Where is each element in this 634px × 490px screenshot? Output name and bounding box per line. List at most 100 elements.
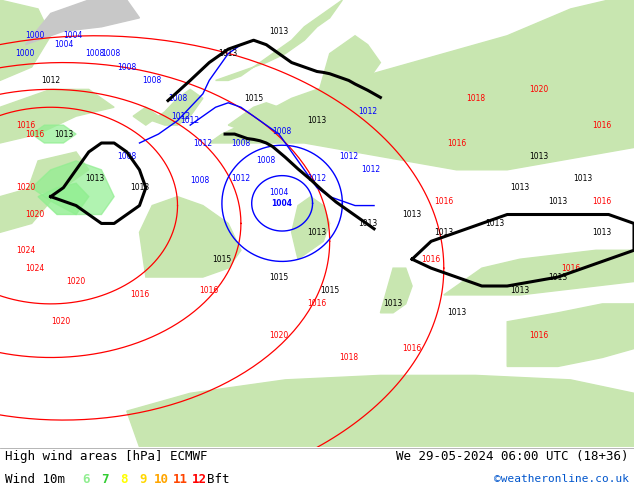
Text: 8: 8: [120, 473, 127, 486]
Text: 1013: 1013: [54, 129, 73, 139]
Text: 1015: 1015: [269, 272, 288, 282]
Text: 1016: 1016: [422, 255, 441, 264]
Text: 1013: 1013: [307, 116, 327, 125]
Text: Wind 10m: Wind 10m: [5, 473, 65, 486]
Text: 1013: 1013: [358, 219, 377, 228]
Text: 1013: 1013: [593, 228, 612, 237]
Text: 1008: 1008: [257, 156, 276, 166]
Polygon shape: [444, 250, 634, 295]
Text: 1008: 1008: [101, 49, 120, 58]
Text: 1013: 1013: [384, 299, 403, 308]
Text: 1018: 1018: [466, 94, 485, 103]
Text: 9: 9: [139, 473, 146, 486]
Text: 1008: 1008: [86, 49, 105, 58]
Text: 1020: 1020: [25, 210, 44, 219]
Text: 1013: 1013: [130, 183, 149, 192]
Polygon shape: [32, 161, 114, 215]
Text: Bft: Bft: [207, 473, 230, 486]
Polygon shape: [32, 125, 76, 143]
Text: 1024: 1024: [16, 246, 35, 255]
Text: 1013: 1013: [307, 228, 327, 237]
Text: 10: 10: [154, 473, 169, 486]
Text: 1012: 1012: [193, 139, 212, 147]
Text: 1012: 1012: [307, 174, 327, 183]
Text: 1016: 1016: [130, 291, 149, 299]
Text: 1008: 1008: [273, 127, 292, 136]
Text: 1012: 1012: [231, 174, 250, 183]
Text: 1024: 1024: [25, 264, 44, 272]
Text: 1016: 1016: [25, 129, 44, 139]
Polygon shape: [0, 0, 51, 80]
Text: 1013: 1013: [434, 228, 453, 237]
Text: 1012: 1012: [361, 165, 380, 174]
Polygon shape: [292, 196, 330, 259]
Text: 1020: 1020: [67, 277, 86, 286]
Text: 1004: 1004: [63, 31, 83, 40]
Text: 1000: 1000: [16, 49, 35, 58]
Text: 1016: 1016: [434, 196, 453, 206]
Text: 6: 6: [82, 473, 89, 486]
Text: 12: 12: [192, 473, 207, 486]
Text: 1016: 1016: [593, 196, 612, 206]
Text: 1020: 1020: [16, 183, 35, 192]
Polygon shape: [25, 0, 139, 45]
Polygon shape: [209, 0, 634, 170]
Text: 1016: 1016: [16, 121, 35, 130]
Text: ©weatheronline.co.uk: ©weatheronline.co.uk: [494, 474, 629, 484]
Text: 1016: 1016: [529, 331, 548, 340]
Text: 1013: 1013: [485, 219, 504, 228]
Text: 1008: 1008: [117, 152, 136, 161]
Polygon shape: [133, 107, 158, 125]
Text: 1013: 1013: [447, 308, 466, 318]
Text: 1012: 1012: [41, 76, 60, 85]
Polygon shape: [317, 36, 380, 98]
Polygon shape: [38, 183, 89, 215]
Text: 1013: 1013: [403, 210, 422, 219]
Text: 1018: 1018: [339, 353, 358, 362]
Polygon shape: [228, 103, 292, 129]
Text: 7: 7: [101, 473, 108, 486]
Text: 1012: 1012: [171, 112, 190, 121]
Polygon shape: [380, 268, 412, 313]
Text: 1020: 1020: [51, 317, 70, 326]
Text: 1012: 1012: [339, 152, 358, 161]
Text: 1004: 1004: [269, 188, 288, 196]
Text: 1015: 1015: [212, 255, 231, 264]
Polygon shape: [216, 0, 342, 80]
Text: 1012: 1012: [181, 116, 200, 125]
Text: 1008: 1008: [117, 63, 136, 72]
Text: 1013: 1013: [548, 196, 567, 206]
Text: 1013: 1013: [510, 183, 529, 192]
Polygon shape: [0, 89, 114, 143]
Polygon shape: [25, 152, 89, 196]
Text: 1020: 1020: [529, 85, 548, 94]
Polygon shape: [139, 196, 241, 277]
Polygon shape: [152, 89, 203, 125]
Text: 1013: 1013: [510, 286, 529, 295]
Text: 1013: 1013: [86, 174, 105, 183]
Text: 1016: 1016: [307, 299, 327, 308]
Text: We 29-05-2024 06:00 UTC (18+36): We 29-05-2024 06:00 UTC (18+36): [396, 450, 629, 464]
Text: High wind areas [hPa] ECMWF: High wind areas [hPa] ECMWF: [5, 450, 207, 464]
Text: 1008: 1008: [143, 76, 162, 85]
Text: 1008: 1008: [231, 139, 250, 147]
Text: 11: 11: [173, 473, 188, 486]
Text: 1004: 1004: [54, 40, 73, 49]
Text: 1016: 1016: [403, 344, 422, 353]
Text: 1008: 1008: [168, 94, 187, 103]
Polygon shape: [507, 304, 634, 367]
Text: 1020: 1020: [269, 331, 288, 340]
Text: 1000: 1000: [25, 31, 45, 40]
Text: 1004: 1004: [271, 199, 293, 208]
Text: 1013: 1013: [529, 152, 548, 161]
Text: 1015: 1015: [320, 286, 339, 295]
Text: 1016: 1016: [447, 139, 466, 147]
Text: 1013: 1013: [219, 49, 238, 58]
Polygon shape: [127, 375, 634, 447]
Text: 1013: 1013: [269, 27, 288, 36]
Text: 1012: 1012: [358, 107, 377, 116]
Text: 1016: 1016: [561, 264, 580, 272]
Text: 1013: 1013: [548, 272, 567, 282]
Text: 1016: 1016: [200, 286, 219, 295]
Polygon shape: [0, 188, 51, 232]
